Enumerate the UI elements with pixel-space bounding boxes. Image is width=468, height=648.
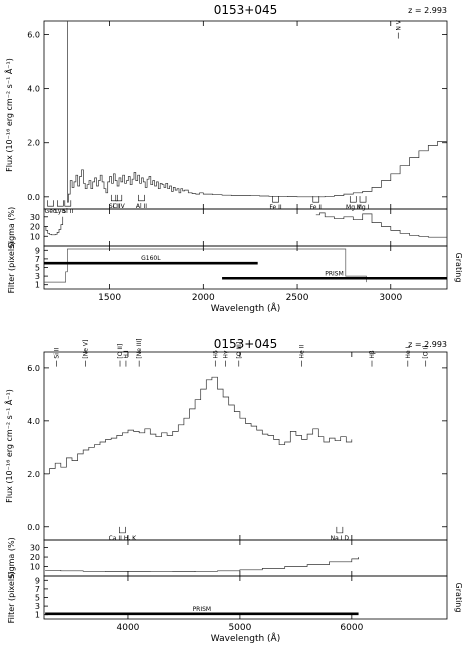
spectral-line-label: Si II xyxy=(53,347,60,358)
spectral-line-label: He I xyxy=(405,346,412,358)
spectral-line-label: [O II] xyxy=(117,344,124,359)
spectral-line-label: Lyα xyxy=(55,208,65,215)
redshift-label: z = 2.993 xyxy=(408,6,447,15)
filter-ytick-label: 1 xyxy=(35,281,40,290)
filter-ytick-label: 1 xyxy=(35,611,40,620)
spectral-line-label: Hβ xyxy=(369,350,376,359)
filter-ytick-label: 3 xyxy=(35,272,40,281)
flux-ytick-label: 6.0 xyxy=(27,31,40,40)
spectral-line-label: N V xyxy=(395,19,402,30)
flux-ytick-label: 6.0 xyxy=(27,364,40,373)
filter-ytick-label: 7 xyxy=(35,255,40,264)
flux-spectrum-line xyxy=(62,21,447,203)
spectral-line-label: [Ne III] xyxy=(136,338,143,358)
line-marker xyxy=(57,200,64,207)
spectral-line-label: Hγ xyxy=(222,350,229,359)
line-marker xyxy=(349,196,357,203)
spectral-line-label: He II xyxy=(298,345,305,359)
line-marker xyxy=(138,194,145,202)
line-marker xyxy=(312,196,320,203)
line-marker xyxy=(359,196,367,203)
spectral-line-label: Na I D xyxy=(331,535,350,542)
line-marker xyxy=(115,194,123,202)
spectral-line-label: Si II xyxy=(62,208,73,215)
filter-ytick-label: 7 xyxy=(35,585,40,594)
grating-label: PRISM xyxy=(325,270,344,277)
grating-label: PRISM xyxy=(193,606,212,613)
spectral-line-label: Si II xyxy=(109,203,120,210)
flux-axis-label: Flux (10⁻¹⁶ erg cm⁻² s⁻¹ Å⁻¹) xyxy=(3,389,14,503)
flux-ytick-label: 4.0 xyxy=(27,85,40,94)
xtick-label: 6000 xyxy=(340,623,363,633)
filter-ytick-label: 3 xyxy=(35,602,40,611)
line-marker xyxy=(336,526,344,534)
filter-axis-label: Filter (pixels) xyxy=(7,242,16,294)
xtick-label: 2000 xyxy=(192,293,215,303)
sigma-ytick-label: 20 xyxy=(30,223,40,232)
xtick-label: 5000 xyxy=(228,623,251,633)
line-marker xyxy=(64,200,72,207)
aperture-line xyxy=(44,248,367,283)
spectrum-panel-1: 0153+045 z = 2.993 0.0 2.0 4.0 6.0 Flux (10⁻¹⁶… xyxy=(3,3,463,314)
xtick-label: 2500 xyxy=(286,293,309,303)
spectral-line-label: [O I] xyxy=(423,345,430,358)
sigma-ytick-label: 10 xyxy=(30,232,40,241)
line-marker xyxy=(47,200,54,207)
spectral-line-label: Geo xyxy=(45,208,57,215)
spectral-line-label: H I xyxy=(123,350,130,358)
spectral-line-label: Mg I xyxy=(357,204,370,211)
flux-ytick-label: 2.0 xyxy=(27,470,40,479)
spectral-line-label: C IV xyxy=(113,203,126,210)
xtick-label: 4000 xyxy=(117,623,140,633)
sigma-ytick-label: 20 xyxy=(30,553,40,562)
line-marker xyxy=(110,194,118,202)
xtick-label: 3000 xyxy=(379,293,402,303)
sigma-axis-label: Sigma (%) xyxy=(7,207,16,248)
line-marker xyxy=(272,196,279,203)
flux-axis-label: Flux (10⁻¹⁶ erg cm⁻² s⁻¹ Å⁻¹) xyxy=(3,58,14,172)
grating-label: G160L xyxy=(141,255,161,262)
filter-ytick-label: 5 xyxy=(35,264,40,273)
grating-axis-label: Grating xyxy=(454,253,463,283)
spectral-line-label: Al II xyxy=(136,203,147,210)
spectral-line-label: Fe II xyxy=(269,204,281,211)
xtick-label: 1500 xyxy=(98,293,121,303)
x-axis-label: Wavelength (Å) xyxy=(211,302,280,314)
flux-spectrum-line xyxy=(45,376,353,475)
plot-title: 0153+045 xyxy=(214,337,278,351)
spectral-line-label: Ca II H, K xyxy=(109,535,138,542)
filter-axis-label: Filter (pixels) xyxy=(7,572,16,624)
x-axis-label: Wavelength (Å) xyxy=(211,632,280,644)
sigma-ytick-label: 10 xyxy=(30,563,40,572)
flux-panel-frame xyxy=(43,351,448,541)
spectral-line-label: [Ne V] xyxy=(82,340,89,359)
spectrum-panel-2: 0153+045 z = 2.993 0.0 2.0 4.0 6.0 Flux (10⁻¹⁶… xyxy=(3,337,463,644)
flux-ytick-label: 2.0 xyxy=(27,139,40,148)
spectral-line-label: Mg II xyxy=(346,204,361,211)
redshift-label: z = 2.993 xyxy=(408,340,447,349)
flux-ytick-label: 0.0 xyxy=(27,523,40,532)
spectral-line-label: Fe II xyxy=(310,204,322,211)
grating-axis-label: Grating xyxy=(454,583,463,613)
plot-title: 0153+045 xyxy=(214,3,278,17)
sigma-panel-frame xyxy=(43,208,448,247)
sigma-ytick-label: 30 xyxy=(30,544,40,553)
sigma-ytick-label: 30 xyxy=(30,213,40,222)
flux-ytick-label: 4.0 xyxy=(27,417,40,426)
filter-panel-frame xyxy=(43,245,448,290)
sigma-line xyxy=(315,212,447,238)
sigma-panel-frame xyxy=(43,539,448,577)
flux-ytick-label: 0.0 xyxy=(27,193,40,202)
sigma-line xyxy=(45,557,359,573)
sigma-line xyxy=(44,216,64,236)
sigma-axis-label: Sigma (%) xyxy=(7,537,16,578)
spectral-line-label: Hδ xyxy=(212,350,219,359)
spectral-line-label: [O III] xyxy=(236,342,243,359)
filter-ytick-label: 9 xyxy=(35,576,40,585)
filter-ytick-label: 5 xyxy=(35,594,40,603)
line-marker xyxy=(119,526,126,534)
filter-ytick-label: 9 xyxy=(35,246,40,255)
